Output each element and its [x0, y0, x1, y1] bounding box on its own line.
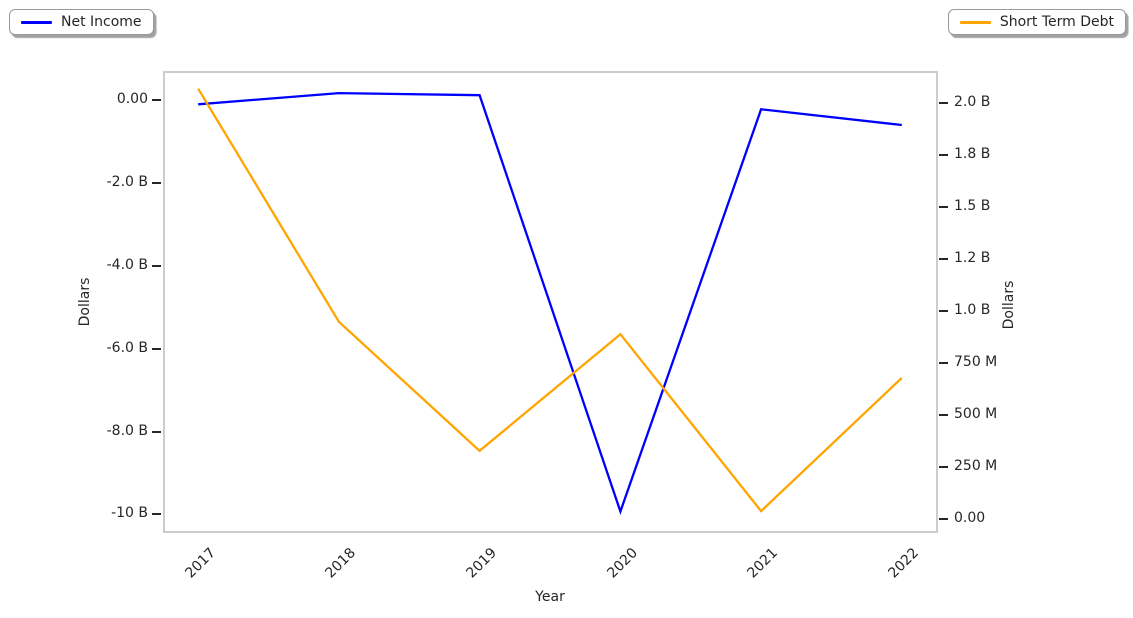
y-axis-left-tick [152, 347, 161, 350]
plot-area [163, 71, 938, 533]
y-axis-right-tick [939, 102, 948, 105]
net-income-line-swatch [21, 20, 52, 24]
y-axis-label-left: Dollars [77, 277, 93, 327]
y-axis-right-tick [939, 310, 948, 313]
y-axis-right-tick-label: 1.2 B [954, 250, 991, 267]
y-axis-right-tick [939, 518, 948, 521]
y-axis-right-tick [939, 206, 948, 209]
x-axis-tick-label: 2019 [463, 545, 500, 582]
x-axis-tick-label: 2018 [322, 545, 360, 582]
y-axis-right-tick [939, 466, 948, 469]
x-axis-tick-label: 2022 [885, 545, 923, 582]
x-axis-tick-label: 2020 [604, 545, 641, 582]
y-axis-right-tick [939, 258, 948, 261]
y-axis-right-tick-label: 1.5 B [954, 198, 991, 215]
y-axis-right-tick-label: 250 M [954, 458, 998, 475]
x-axis-label: Year [535, 589, 565, 605]
short-term-debt-line-swatch [959, 20, 991, 24]
y-axis-left-tick [152, 99, 161, 102]
x-axis-tick-label: 2021 [744, 545, 782, 582]
y-axis-right-tick-label: 750 M [954, 354, 998, 371]
y-axis-right-tick [939, 414, 948, 417]
y-axis-left-tick-label: -10 B [111, 505, 148, 522]
y-axis-right-tick-label: 2.0 B [954, 94, 991, 111]
y-axis-left-tick-label: -8.0 B [106, 422, 148, 439]
y-axis-left-tick-label: 0.00 [116, 91, 148, 108]
y-axis-left-tick-label: -4.0 B [106, 256, 148, 273]
y-axis-left-tick [152, 264, 161, 267]
y-axis-right-tick-label: 1.8 B [954, 146, 991, 163]
legend-net-income-label: Net Income [61, 14, 142, 30]
x-axis-tick-label: 2017 [181, 545, 219, 582]
y-axis-label-right: Dollars [1001, 280, 1017, 330]
y-axis-right-tick-label: 500 M [954, 406, 998, 423]
legend-short-term-debt-label: Short Term Debt [999, 14, 1114, 30]
y-axis-left-tick [152, 430, 161, 433]
legend-net-income: Net Income [9, 9, 154, 35]
y-axis-left-tick [152, 513, 161, 516]
y-axis-left-tick [152, 182, 161, 184]
legend-short-term-debt: Short Term Debt [947, 9, 1126, 35]
y-axis-right-tick [939, 154, 948, 157]
y-axis-right-tick [939, 362, 948, 365]
y-axis-right-tick-label: 0.00 [954, 510, 986, 527]
y-axis-left-tick-label: -6.0 B [106, 339, 148, 356]
y-axis-right-tick-label: 1.0 B [954, 302, 991, 319]
y-axis-left-tick-label: -2.0 B [106, 174, 148, 190]
